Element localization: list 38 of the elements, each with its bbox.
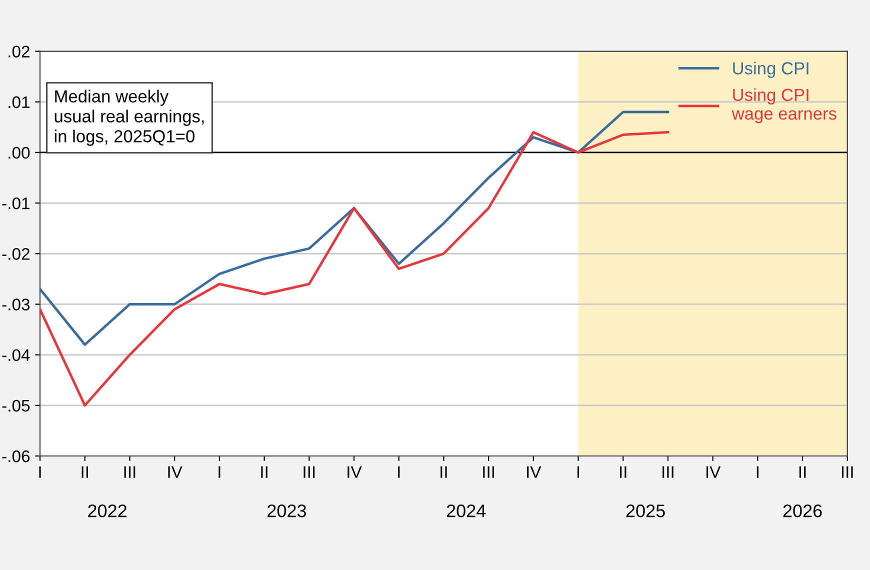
y-tick-label: .01 (8, 96, 30, 108)
x-tick-label: II (82, 466, 88, 478)
x-tick-label: IV (168, 466, 182, 478)
y-tick-label: -.03 (2, 298, 30, 310)
y-tick-label: -.02 (2, 248, 30, 260)
line-series (40, 130, 670, 407)
text: 2022 (88, 504, 126, 518)
y-tick-label: .00 (8, 146, 30, 159)
line-series (40, 110, 670, 346)
text: 2026 (783, 504, 822, 518)
x-tick-label: III (662, 466, 674, 478)
x-tick-label: I (39, 466, 41, 478)
x-tick-label: II (261, 466, 268, 478)
x-tick-label: I (577, 466, 580, 478)
x-tick-label: II (799, 466, 806, 478)
text: 2024 (446, 504, 486, 518)
text: Median weekly usual real earnings, in logs, 2025Q1=0 (54, 90, 204, 146)
y-tick-label: -.01 (2, 197, 30, 210)
x-tick-label: IV (527, 466, 542, 478)
x-tick-label: I (398, 466, 400, 478)
x-tick-label: III (124, 466, 136, 478)
legend-label: Using CPI (733, 62, 808, 78)
x-tick-label: IV (348, 466, 362, 478)
x-tick-label: II (620, 466, 626, 478)
text: 2023 (268, 504, 306, 518)
x-tick-label: II (440, 466, 447, 478)
y-tick-label: .02 (8, 46, 30, 58)
y-tick-label: -.06 (2, 450, 30, 462)
x-tick-label: III (842, 466, 853, 478)
y-tick-label: -.05 (2, 400, 30, 412)
y-tick-label: -.04 (2, 349, 30, 362)
text: 2025 (626, 504, 665, 518)
x-tick-label: I (756, 466, 758, 478)
x-tick-label: III (483, 466, 494, 478)
x-tick-label: I (218, 466, 220, 478)
x-tick-label: III (304, 466, 315, 478)
x-tick-label: IV (706, 466, 721, 478)
legend-label: Using CPI wage earners (732, 88, 836, 124)
